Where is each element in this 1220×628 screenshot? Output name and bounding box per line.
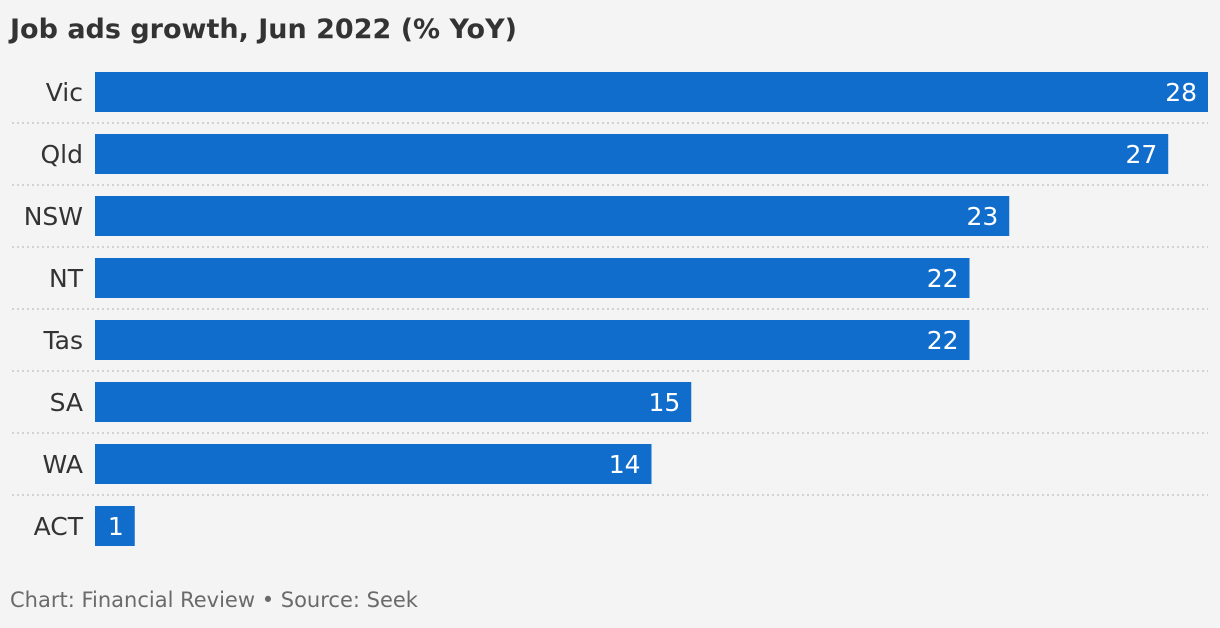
value-label-nt: 22 — [927, 264, 959, 293]
value-label-qld: 27 — [1125, 140, 1157, 169]
value-label-vic: 28 — [1165, 78, 1197, 107]
category-label-nt: NT — [49, 264, 84, 293]
value-label-wa: 14 — [609, 450, 641, 479]
bar-vic — [95, 72, 1208, 112]
category-label-nsw: NSW — [24, 202, 83, 231]
bar-act — [95, 506, 135, 546]
category-label-vic: Vic — [46, 78, 83, 107]
category-label-sa: SA — [50, 388, 83, 417]
bar-nsw — [95, 196, 1010, 236]
value-label-act: 1 — [108, 512, 124, 541]
value-label-nsw: 23 — [966, 202, 998, 231]
bar-sa — [95, 382, 692, 422]
category-label-tas: Tas — [43, 326, 83, 355]
category-label-act: ACT — [34, 512, 84, 541]
chart-credit: Chart: Financial Review • Source: Seek — [10, 588, 418, 612]
bar-tas — [95, 320, 970, 360]
value-label-sa: 15 — [648, 388, 680, 417]
category-label-qld: Qld — [41, 140, 84, 169]
bar-qld — [95, 134, 1169, 174]
category-label-wa: WA — [43, 450, 83, 479]
bar-nt — [95, 258, 970, 298]
chart-title: Job ads growth, Jun 2022 (% YoY) — [10, 14, 518, 45]
bar-wa — [95, 444, 652, 484]
value-label-tas: 22 — [927, 326, 959, 355]
